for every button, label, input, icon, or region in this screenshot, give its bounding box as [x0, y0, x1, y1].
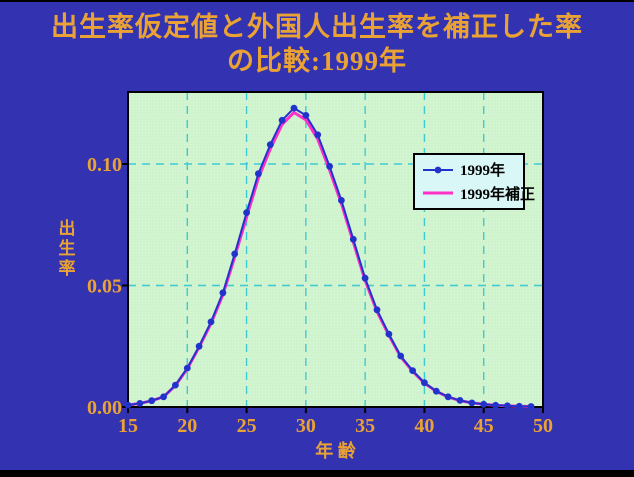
plot-background: [128, 92, 543, 407]
chart-title-line2: の比較:1999年: [227, 46, 407, 76]
x-tick-labels: 15 20 25 30 35 40 45 50: [118, 415, 553, 437]
y-axis-title: 出生率: [58, 219, 76, 278]
svg-text:20: 20: [177, 415, 197, 437]
svg-text:45: 45: [474, 415, 494, 437]
y-tick-labels: 0.00 0.05 0.10: [87, 154, 122, 419]
legend-label-1999-corrected: 1999年補正: [460, 186, 536, 203]
legend-marker-1999: [423, 166, 453, 174]
chart-title: 出生率仮定値と外国人出生率を補正した率 の比較:1999年: [0, 10, 634, 78]
axis-ticks: [122, 163, 544, 413]
legend-marker-1999-corrected: [423, 191, 453, 195]
svg-text:50: 50: [533, 415, 553, 437]
svg-text:25: 25: [237, 415, 257, 437]
chart-title-line1: 出生率仮定値と外国人出生率を補正した率: [51, 12, 583, 42]
legend-label-1999: 1999年: [460, 163, 506, 180]
svg-text:0.00: 0.00: [87, 397, 122, 419]
svg-text:30: 30: [296, 415, 316, 437]
x-axis-title: 年 齢: [315, 441, 356, 461]
svg-text:0.10: 0.10: [87, 154, 122, 176]
bottom-border: [0, 470, 634, 477]
plot-frame: [127, 91, 544, 408]
legend-item-1999-corrected: 1999年補正: [422, 183, 535, 204]
svg-text:15: 15: [118, 415, 138, 437]
legend-box: 1999年 1999年補正: [413, 153, 535, 210]
svg-text:40: 40: [414, 415, 434, 437]
svg-text:0.05: 0.05: [87, 276, 122, 298]
series-1999-markers: [124, 104, 535, 410]
gridlines: [128, 92, 543, 407]
legend-item-1999: 1999年: [422, 159, 523, 180]
svg-text:35: 35: [355, 415, 375, 437]
